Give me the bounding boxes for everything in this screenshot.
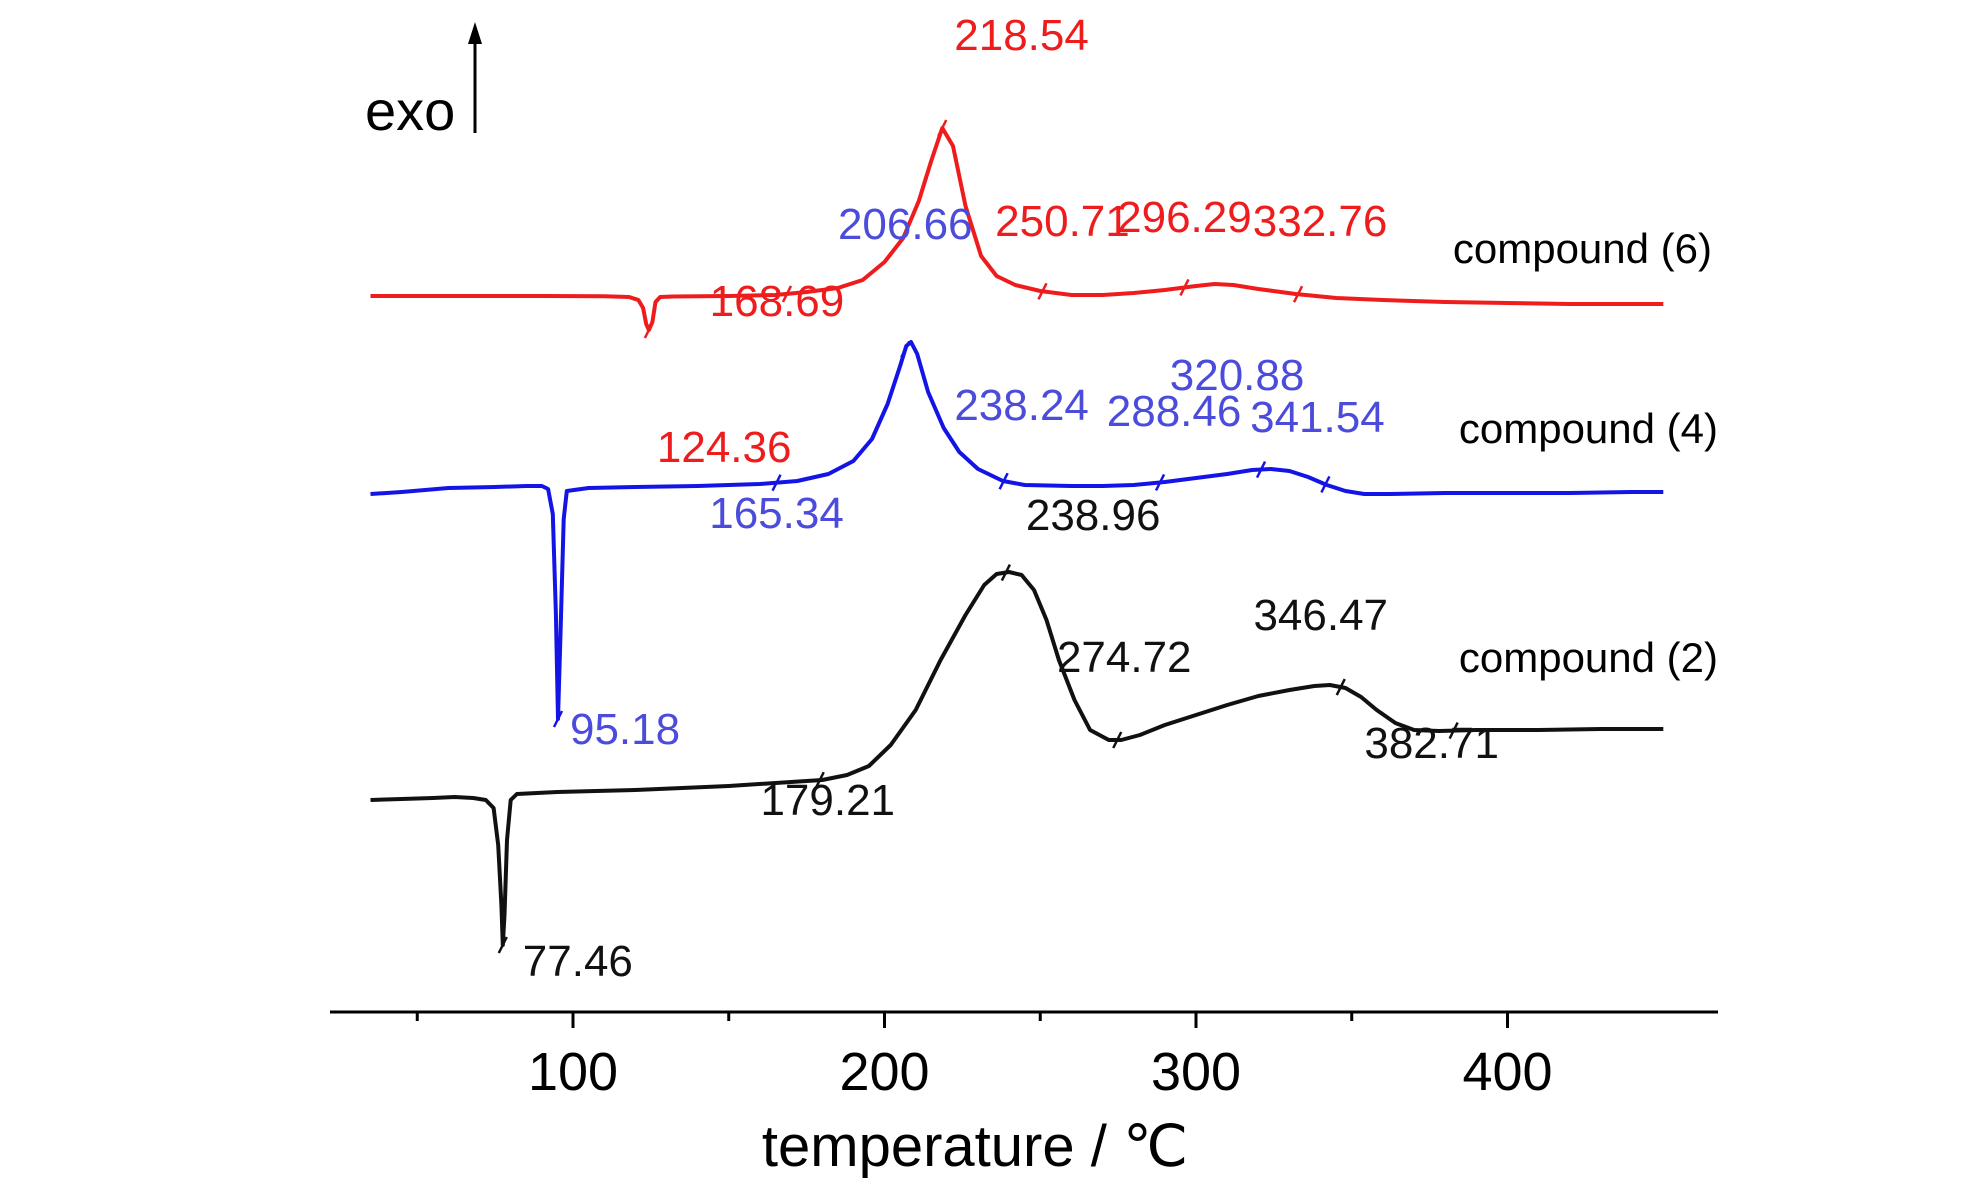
annotation-tick [900, 340, 911, 358]
x-tick-label: 400 [1462, 1042, 1552, 1102]
data-label: 341.54 [1250, 393, 1385, 442]
data-label: 238.96 [1026, 491, 1161, 540]
data-label: 296.29 [1117, 193, 1252, 242]
exo-arrow-icon [468, 22, 482, 44]
data-label: 346.47 [1253, 591, 1388, 640]
annotation-tick [1154, 473, 1166, 492]
x-tick-label: 300 [1151, 1042, 1241, 1102]
data-label: 168.69 [710, 277, 845, 326]
data-label: 288.46 [1107, 387, 1242, 436]
data-label: 95.18 [570, 705, 680, 754]
series-line [370, 340, 1664, 721]
annotation-tick [1335, 678, 1346, 696]
data-label: 320.88 [1170, 351, 1305, 400]
annotation-tick [998, 472, 1009, 490]
data-label: 165.34 [709, 489, 844, 538]
annotation-tick [643, 321, 654, 339]
data-label: 179.21 [760, 776, 895, 825]
series-name-label: compound (6) [1453, 225, 1712, 272]
annotation-tick [497, 936, 508, 954]
exo-indicator: exo [365, 22, 482, 142]
data-label: 382.71 [1364, 719, 1499, 768]
annotation-tick [1292, 285, 1304, 303]
annotation-layer: compound (6) 124.36 168.69 218.54 250.71296.… [497, 11, 1718, 986]
annotation-tick [1320, 475, 1331, 493]
data-label: 332.76 [1253, 197, 1388, 246]
data-label: 238.24 [954, 381, 1089, 430]
x-axis-title: temperature / ℃ [762, 1114, 1188, 1179]
annotation-tick [1179, 278, 1190, 297]
x-tick-label: 200 [839, 1042, 929, 1102]
annotation-tick [937, 119, 948, 137]
series-name-label: compound (4) [1459, 405, 1718, 452]
annotation-tick [1037, 282, 1048, 300]
data-label: 218.54 [954, 11, 1089, 60]
annotation-tick [814, 771, 825, 789]
data-label: 250.71 [995, 197, 1130, 246]
annotation-tick [771, 474, 782, 492]
x-tick-label: 100 [528, 1042, 618, 1102]
x-axis: 100 200 300 400 [330, 1010, 1718, 1102]
data-label: 274.72 [1057, 633, 1192, 682]
series-line [370, 570, 1664, 947]
series-name-label: compound (2) [1459, 634, 1718, 681]
data-label: 77.46 [523, 937, 633, 986]
annotation-tick [552, 710, 564, 728]
data-label: 206.66 [838, 200, 973, 249]
data-label: 124.36 [657, 423, 792, 472]
annotation-tick [1448, 722, 1459, 740]
annotation-tick [1112, 731, 1123, 749]
annotation-tick [1255, 460, 1267, 479]
annotation-tick [1000, 563, 1011, 582]
annotation-tick [781, 285, 793, 303]
y-axis-label: exo [365, 79, 455, 142]
